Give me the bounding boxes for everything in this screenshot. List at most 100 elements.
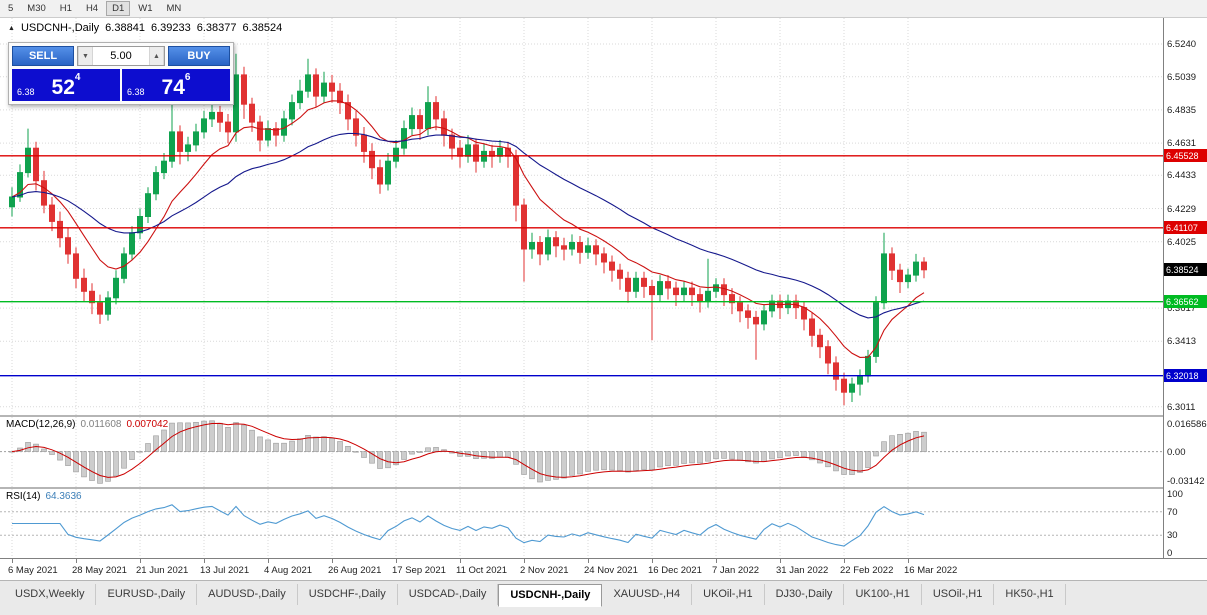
panel-divider[interactable] [0, 415, 1207, 417]
volume-increase-icon[interactable]: ▲ [149, 47, 164, 65]
current-price-badge: 6.38524 [1164, 262, 1207, 276]
timeframe-button-h1[interactable]: H1 [54, 1, 78, 16]
volume-value[interactable]: 5.00 [110, 50, 132, 62]
volume-stepper: ▼ 5.00 ▲ [77, 46, 165, 66]
time-axis-label: 28 May 2021 [72, 565, 127, 576]
buy-button[interactable]: BUY [168, 46, 230, 66]
volume-decrease-icon[interactable]: ▼ [78, 47, 93, 65]
time-axis-tick [844, 559, 845, 563]
sell-price-box[interactable]: 6.38 52 4 [12, 69, 120, 101]
timeframe-button-h4[interactable]: H4 [80, 1, 104, 16]
price-level-badge: 6.41107 [1164, 220, 1207, 234]
time-axis-label: 13 Jul 2021 [200, 565, 250, 576]
time-axis-label: 2 Nov 2021 [520, 565, 569, 576]
sell-price-pip: 4 [74, 72, 81, 83]
ohlc-close: 6.38524 [242, 22, 283, 34]
time-axis-tick [652, 559, 653, 563]
time-axis-label: 26 Aug 2021 [328, 565, 382, 576]
price-axis-label: 6.5240 [1167, 39, 1197, 51]
chart-title: ▲ USDCNH-,Daily 6.38841 6.39233 6.38377 … [8, 22, 282, 34]
chart-tab-usdcnh-daily[interactable]: USDCNH-,Daily [498, 584, 603, 607]
time-axis-label: 4 Aug 2021 [264, 565, 313, 576]
price-axis-label: 6.4631 [1167, 138, 1197, 150]
time-axis-tick [332, 559, 333, 563]
time-axis-tick [204, 559, 205, 563]
rsi-indicator-label: RSI(14) 64.3636 [6, 491, 82, 502]
time-axis[interactable]: 6 May 2021 28 May 2021 21 Jun 2021 13 Jul 2… [0, 558, 1207, 580]
time-axis-label: 11 Oct 2021 [456, 565, 508, 576]
time-axis-label: 31 Jan 2022 [776, 565, 829, 576]
time-axis-tick [524, 559, 525, 563]
timeframe-button-5[interactable]: 5 [2, 1, 19, 16]
chart-tab-ukoil-h1[interactable]: UKOil-,H1 [692, 584, 765, 605]
time-axis-tick [396, 559, 397, 563]
macd-axis-label: -0.03142 [1167, 476, 1205, 487]
rsi-axis-label: 30 [1167, 530, 1178, 542]
time-axis-label: 17 Sep 2021 [392, 565, 446, 576]
time-axis-tick [716, 559, 717, 563]
time-axis-tick [780, 559, 781, 563]
ohlc-low: 6.38377 [196, 22, 237, 34]
macd-indicator-label: MACD(12,26,9) 0.011608 0.007042 [6, 419, 168, 430]
buy-price-box[interactable]: 6.38 74 6 [122, 69, 230, 101]
chart-tab-usdx-weekly[interactable]: USDX,Weekly [4, 584, 97, 605]
macd-name: MACD(12,26,9) [6, 419, 76, 430]
chart-tabbar: USDX,Weekly EURUSD-,Daily AUDUSD-,Daily USD… [0, 580, 1207, 615]
price-axis-label: 6.3413 [1167, 336, 1197, 348]
rsi-value: 64.3636 [45, 491, 82, 502]
timeframe-button-d1[interactable]: D1 [106, 1, 131, 16]
time-axis-label: 22 Feb 2022 [840, 565, 894, 576]
price-level-badge: 6.36562 [1164, 294, 1207, 308]
timeframe-toolbar: 5 M30 H1 H4 D1 W1 MN [0, 0, 1207, 18]
main-chart-canvas[interactable] [0, 18, 1163, 415]
buy-price-main: 74 [161, 76, 185, 99]
chart-tab-dj30-daily[interactable]: DJ30-,Daily [765, 584, 845, 605]
chart-tab-usdchf-daily[interactable]: USDCHF-,Daily [298, 584, 398, 605]
price-axis-label: 6.4229 [1167, 203, 1197, 215]
price-axis[interactable] [1163, 18, 1207, 558]
time-axis-tick [908, 559, 909, 563]
one-click-trading-panel: SELL ▼ 5.00 ▲ BUY 6.38 52 4 6.38 74 6 [8, 42, 234, 105]
price-axis-label: 6.4835 [1167, 104, 1197, 116]
timeframe-button-w1[interactable]: W1 [132, 1, 158, 16]
buy-price-prefix: 6.38 [127, 87, 145, 97]
price-level-badge: 6.45528 [1164, 148, 1207, 162]
price-axis-label: 6.4433 [1167, 170, 1197, 182]
chart-tab-usoil-h1[interactable]: USOil-,H1 [922, 584, 995, 605]
ohlc-open: 6.38841 [105, 22, 145, 34]
rsi-axis-label: 70 [1167, 506, 1178, 518]
timeframe-button-mn[interactable]: MN [161, 1, 188, 16]
price-axis-label: 6.3617 [1167, 303, 1197, 315]
price-axis-label: 6.4025 [1167, 236, 1197, 248]
time-axis-tick [140, 559, 141, 563]
chart-tab-audusd-daily[interactable]: AUDUSD-,Daily [197, 584, 298, 605]
time-axis-tick [12, 559, 13, 563]
trade-panel-toggle-icon[interactable]: ▲ [8, 24, 15, 32]
chart-tab-usdcad-daily[interactable]: USDCAD-,Daily [398, 584, 499, 605]
macd-axis-label: 0.00 [1167, 446, 1186, 458]
chart-tab-uk100-h1[interactable]: UK100-,H1 [844, 584, 922, 605]
time-axis-tick [588, 559, 589, 563]
time-axis-label: 16 Mar 2022 [904, 565, 958, 576]
rsi-axis-label: 100 [1167, 489, 1183, 500]
rsi-name: RSI(14) [6, 491, 41, 502]
macd-main-value: 0.011608 [80, 419, 122, 430]
rsi-panel-canvas[interactable] [0, 489, 1163, 558]
macd-panel-canvas[interactable] [0, 417, 1163, 487]
time-axis-label: 16 Dec 2021 [648, 565, 702, 576]
chart-tab-eurusd-daily[interactable]: EURUSD-,Daily [96, 584, 198, 605]
rsi-axis-label: 0 [1167, 548, 1173, 559]
time-axis-tick [268, 559, 269, 563]
timeframe-button-m30[interactable]: M30 [21, 1, 51, 16]
panel-divider[interactable] [0, 487, 1207, 489]
sell-button[interactable]: SELL [12, 46, 74, 66]
price-axis-label: 6.5039 [1167, 71, 1197, 83]
chart-tab-hk50-h1[interactable]: HK50-,H1 [994, 584, 1066, 605]
time-axis-label: 21 Jun 2021 [136, 565, 189, 576]
sell-price-main: 52 [51, 76, 75, 99]
sell-price-prefix: 6.38 [17, 87, 35, 97]
chart-symbol: USDCNH-,Daily [20, 22, 100, 34]
macd-signal-value: 0.007042 [126, 419, 169, 430]
chart-tab-xauusd-h4[interactable]: XAUUSD-,H4 [602, 584, 693, 605]
